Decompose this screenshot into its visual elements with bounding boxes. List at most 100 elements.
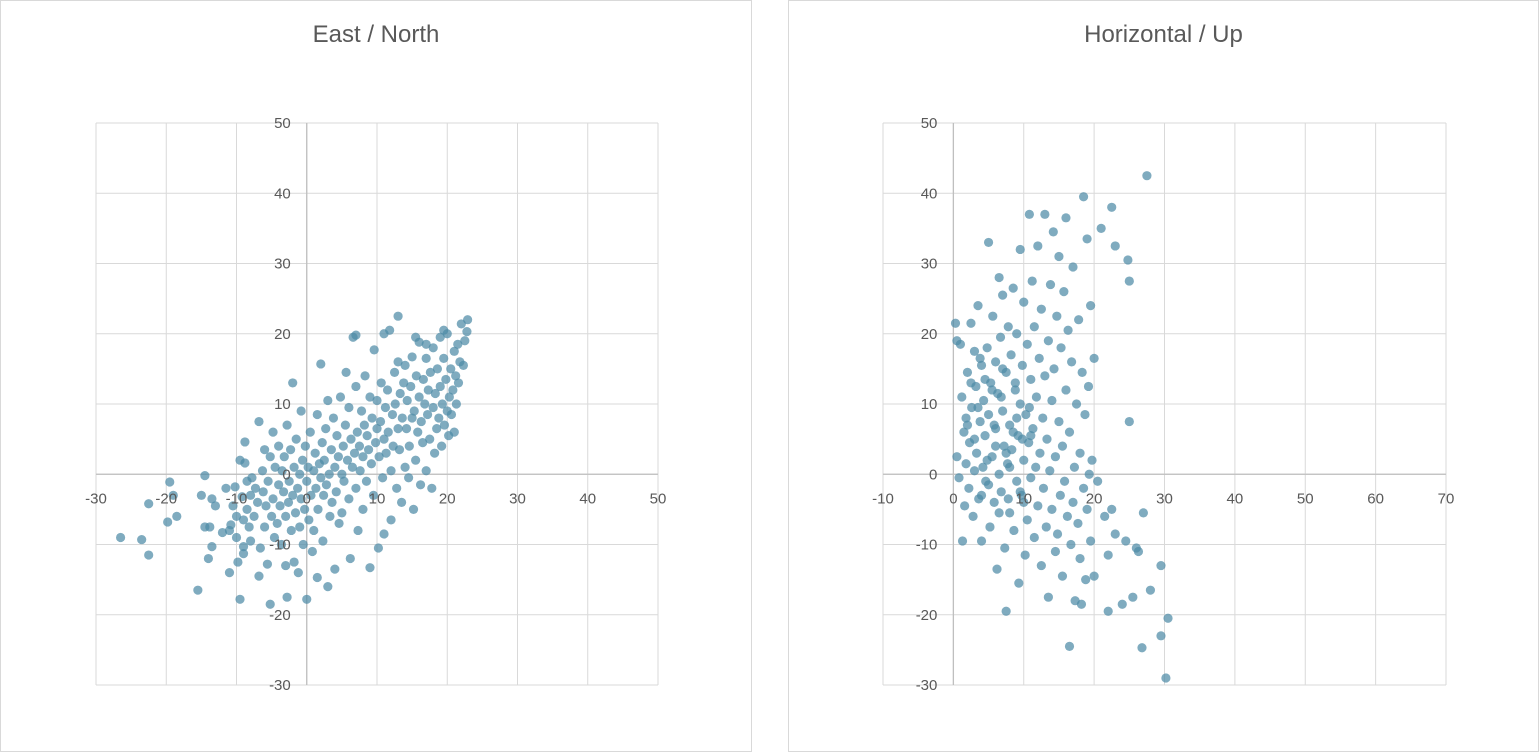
data-point [1068,262,1078,272]
data-point [418,374,428,385]
data-point [1019,297,1029,307]
data-point [288,378,298,388]
data-point [325,511,335,521]
data-point [1080,409,1090,420]
data-point [1050,452,1061,462]
data-point [1096,223,1106,233]
data-point [356,406,367,416]
data-point [339,476,349,486]
data-point [409,406,419,416]
data-point [361,476,372,486]
data-point [1121,536,1131,546]
data-point [302,476,312,486]
data-point [258,487,268,497]
data-point [196,490,206,500]
y-tick-label: 0 [282,466,290,483]
data-point [367,413,377,423]
data-point [420,399,430,409]
data-point [1103,550,1113,560]
data-point [973,402,983,413]
data-point [991,357,1001,367]
data-point [999,441,1009,451]
data-point [1084,469,1094,479]
data-point [1083,381,1094,392]
data-point [257,466,268,476]
data-point [172,511,182,521]
data-point [421,339,431,349]
data-point [458,360,469,370]
data-point [262,559,273,569]
x-tick-label: 20 [1086,490,1103,507]
data-point [250,483,261,493]
data-point [1028,423,1038,434]
data-point [969,346,980,356]
data-point [435,332,445,342]
data-point [276,539,287,550]
data-point [439,325,449,335]
x-tick-label: 60 [1367,490,1384,507]
data-point [1067,357,1077,367]
data-point [422,409,433,420]
data-point [462,327,472,337]
data-point [193,585,203,595]
data-point [242,504,252,514]
data-point [382,385,393,395]
data-point [321,423,331,434]
data-point [1026,431,1036,441]
data-point [265,599,275,609]
data-point [319,490,329,500]
x-tick-label: -10 [226,490,248,507]
data-point [351,483,361,493]
x-tick-label: 0 [949,490,957,507]
data-point [346,434,356,444]
data-point [967,402,977,413]
data-point [1057,441,1068,451]
data-point [1040,209,1050,219]
data-point [1107,202,1117,212]
data-point [393,357,403,367]
data-point [359,420,369,430]
data-point [333,452,343,462]
data-point [451,371,461,381]
data-point [444,392,454,402]
data-point [463,315,473,325]
data-point [1026,473,1036,483]
data-point [402,395,412,406]
data-point [1128,592,1138,602]
data-point [233,557,243,567]
data-point [1059,476,1070,486]
data-point [416,416,426,427]
data-point [983,409,994,420]
data-point [446,409,457,420]
data-point [326,445,336,455]
data-point [1057,571,1068,581]
data-point [407,352,417,362]
data-point [1071,399,1082,409]
data-point [952,452,962,462]
data-point [983,237,994,248]
data-point [1001,606,1011,616]
data-point [305,427,315,437]
data-point [267,511,277,521]
data-point [260,445,270,455]
data-point [989,497,999,507]
chart-title: East / North [312,21,440,48]
data-point [313,504,323,514]
data-point [275,501,285,511]
data-point [309,525,319,536]
data-point [1076,599,1087,609]
data-point [360,371,370,381]
data-point [1110,529,1120,539]
data-point [286,525,296,536]
x-tick-label: 40 [579,490,596,507]
data-point [344,402,354,413]
data-point [976,536,987,546]
data-point [297,455,308,465]
data-point [982,343,992,353]
data-point [1038,413,1048,423]
data-point [987,385,997,395]
data-point [980,431,990,441]
data-point [354,441,365,451]
data-point [249,511,259,521]
data-point [366,459,376,469]
